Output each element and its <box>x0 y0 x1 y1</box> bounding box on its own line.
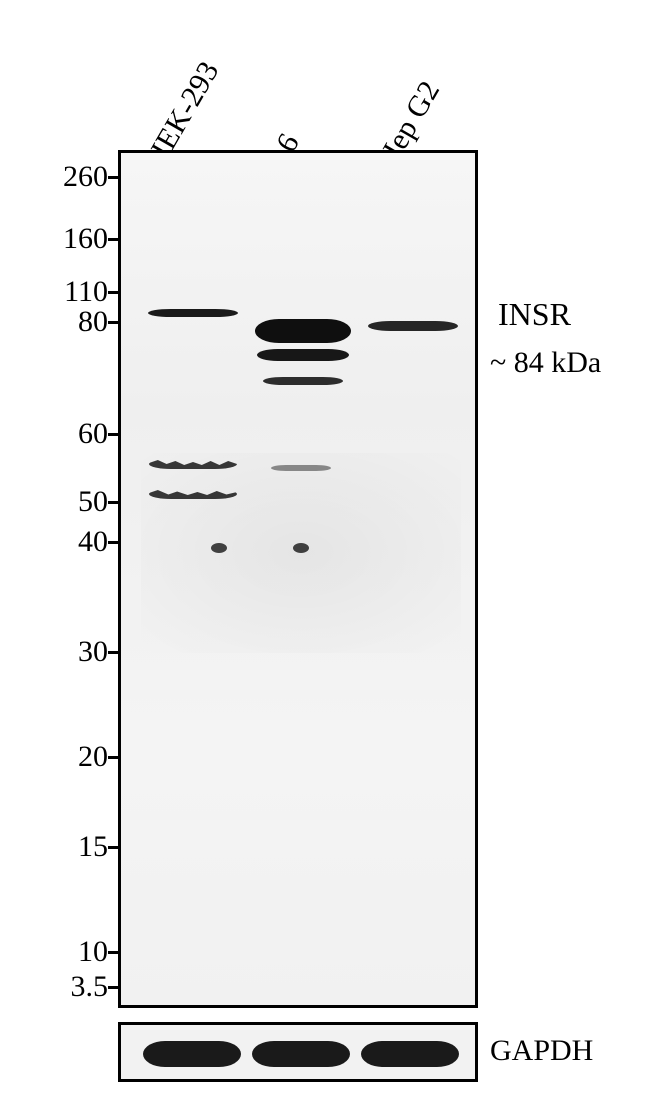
mw-3p5: 3.5 <box>71 970 109 1004</box>
mw-260: 260 <box>63 160 108 194</box>
mw-tick <box>108 846 118 849</box>
target-mw-label: ~ 84 kDa <box>490 346 601 380</box>
main-blot-panel <box>118 150 478 1008</box>
gapdh-label: GAPDH <box>490 1034 593 1068</box>
band-hepg2-84kda <box>368 321 458 331</box>
band-l6-80kda-strong <box>255 319 351 343</box>
mw-tick <box>108 291 118 294</box>
western-blot-figure: HEK-293 L6 Hep G2 260 160 110 80 60 50 4… <box>0 0 650 1112</box>
mw-tick <box>108 321 118 324</box>
mw-110: 110 <box>64 275 108 309</box>
mw-160: 160 <box>63 222 108 256</box>
blot-smudge <box>141 453 461 653</box>
mw-80: 80 <box>78 305 108 339</box>
mw-tick <box>108 651 118 654</box>
mw-tick <box>108 501 118 504</box>
mw-60: 60 <box>78 417 108 451</box>
gapdh-panel <box>118 1022 478 1082</box>
mw-20: 20 <box>78 740 108 774</box>
target-label-insr: INSR <box>498 296 571 333</box>
mw-50: 50 <box>78 485 108 519</box>
band-l6-55kda-faint <box>271 465 331 471</box>
mw-tick <box>108 238 118 241</box>
mw-40: 40 <box>78 525 108 559</box>
mw-10: 10 <box>78 935 108 969</box>
mw-30: 30 <box>78 635 108 669</box>
gapdh-band-l6 <box>252 1041 350 1067</box>
band-hek293-84kda <box>148 309 238 317</box>
mw-tick <box>108 433 118 436</box>
mw-tick <box>108 756 118 759</box>
band-l6-70kda <box>263 377 343 385</box>
gapdh-band-hepg2 <box>361 1041 459 1067</box>
mw-15: 15 <box>78 830 108 864</box>
band-hek293-40kda-dot <box>211 543 227 553</box>
mw-tick <box>108 541 118 544</box>
band-l6-40kda-dot <box>293 543 309 553</box>
gapdh-band-hek293 <box>143 1041 241 1067</box>
mw-tick <box>108 176 118 179</box>
mw-tick <box>108 951 118 954</box>
mw-tick <box>108 986 118 989</box>
band-l6-75kda <box>257 349 349 361</box>
